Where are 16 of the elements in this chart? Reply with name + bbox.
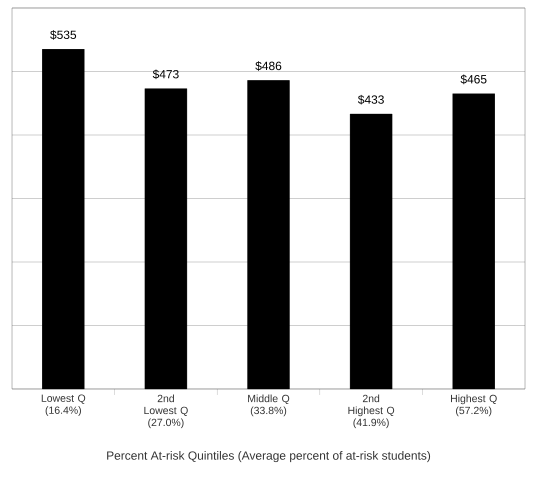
x-tick-label: Middle Q (33.8%) — [248, 394, 290, 416]
x-axis-title: Percent At-risk Quintiles (Average percent of at-risk students) — [107, 451, 430, 462]
data-label: $473 — [152, 69, 179, 80]
x-tick-label: Highest Q (57.2%) — [451, 394, 497, 416]
data-label: $465 — [460, 74, 486, 84]
bar — [144, 88, 188, 390]
data-label: $486 — [255, 61, 282, 71]
bar — [247, 80, 290, 390]
x-tick-label: Lowest Q (16.4%) — [42, 394, 86, 416]
data-label: $433 — [358, 94, 384, 105]
x-tick-label: 2nd Lowest Q (27.0%) — [144, 394, 188, 428]
x-tick-label: 2nd Highest Q (41.9%) — [348, 394, 394, 428]
bar — [452, 94, 495, 390]
bar — [42, 49, 85, 390]
bar — [350, 114, 392, 390]
data-label: $535 — [50, 30, 76, 40]
